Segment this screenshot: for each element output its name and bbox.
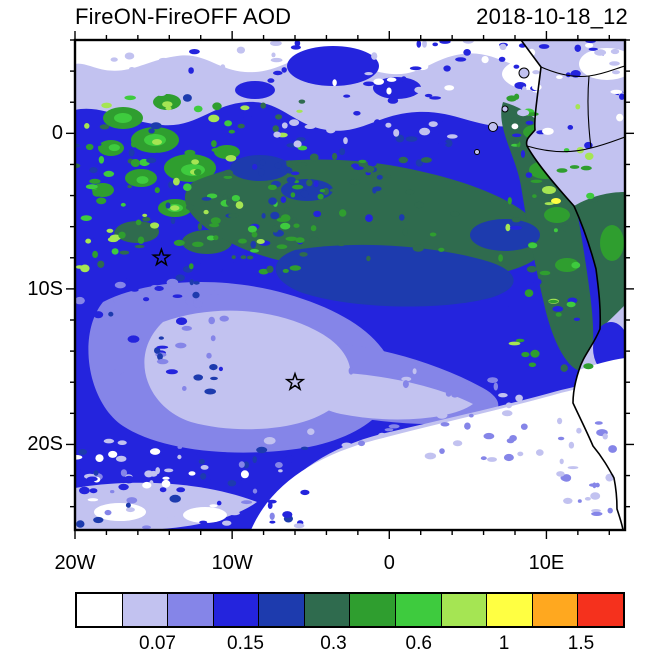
colorbar-cell-4 xyxy=(259,594,305,626)
y-axis-labels: 0 10S 20S xyxy=(0,0,63,667)
colorbar-labels: 0.07 0.15 0.3 0.6 1 1.5 xyxy=(75,633,625,657)
plot-header: FireON-FireOFF AOD 2018-10-18_12 xyxy=(75,4,628,30)
colorbar-cell-1 xyxy=(122,594,169,626)
island-outline xyxy=(518,67,530,79)
coastline xyxy=(520,40,624,530)
colorbar-tick-label: 0.07 xyxy=(139,633,176,654)
star-markers xyxy=(151,247,306,391)
colorbar-tick-label: 0.3 xyxy=(320,633,347,654)
map-panel xyxy=(66,31,634,539)
plot-title: FireON-FireOFF AOD xyxy=(75,4,292,29)
y-axis-tick-label: 10S xyxy=(27,277,63,300)
colorbar-cell-6 xyxy=(350,594,397,626)
island-outline xyxy=(488,122,498,132)
country-border xyxy=(526,136,625,153)
colorbar-cell-0 xyxy=(77,594,123,626)
island-outline xyxy=(474,149,480,155)
colorbar-cell-9 xyxy=(487,594,533,626)
star-marker xyxy=(151,247,172,267)
colorbar-tick-label: 0.6 xyxy=(405,633,432,654)
x-axis-tick-label: 10W xyxy=(211,552,253,574)
contour-speckles xyxy=(75,40,625,530)
colorbar-tick-label: 1.5 xyxy=(567,633,595,654)
colorbar-tick-label: 0.15 xyxy=(227,633,264,654)
colorbar-cell-5 xyxy=(304,594,351,626)
contour-field xyxy=(75,40,625,530)
y-axis-tick-label: 0 xyxy=(51,122,63,145)
country-border xyxy=(587,75,592,149)
x-axis-tick-label: 10E xyxy=(528,552,565,574)
colorbar-tick-label: 1 xyxy=(498,633,510,654)
colorbar-cell-11 xyxy=(578,594,623,626)
colorbar-cell-8 xyxy=(441,594,488,626)
star-marker xyxy=(284,371,306,391)
colorbar-cell-10 xyxy=(532,594,579,626)
x-axis-tick-label: 20W xyxy=(54,552,96,574)
colorbar-cell-7 xyxy=(396,594,442,626)
colorbar-cells xyxy=(77,594,623,626)
map-frame xyxy=(73,38,627,532)
land-region xyxy=(521,40,625,530)
colorbar-cell-3 xyxy=(213,594,260,626)
plot-timestamp: 2018-10-18_12 xyxy=(476,4,628,29)
x-axis-tick-label: 0 xyxy=(383,552,395,574)
x-axis-labels: 20W 10W 0 10E xyxy=(0,552,650,578)
island-outline xyxy=(501,105,509,113)
colorbar-cell-2 xyxy=(168,594,214,626)
colorbar xyxy=(75,592,625,628)
map-canvas xyxy=(66,31,634,539)
y-axis-tick-label: 20S xyxy=(27,433,63,456)
